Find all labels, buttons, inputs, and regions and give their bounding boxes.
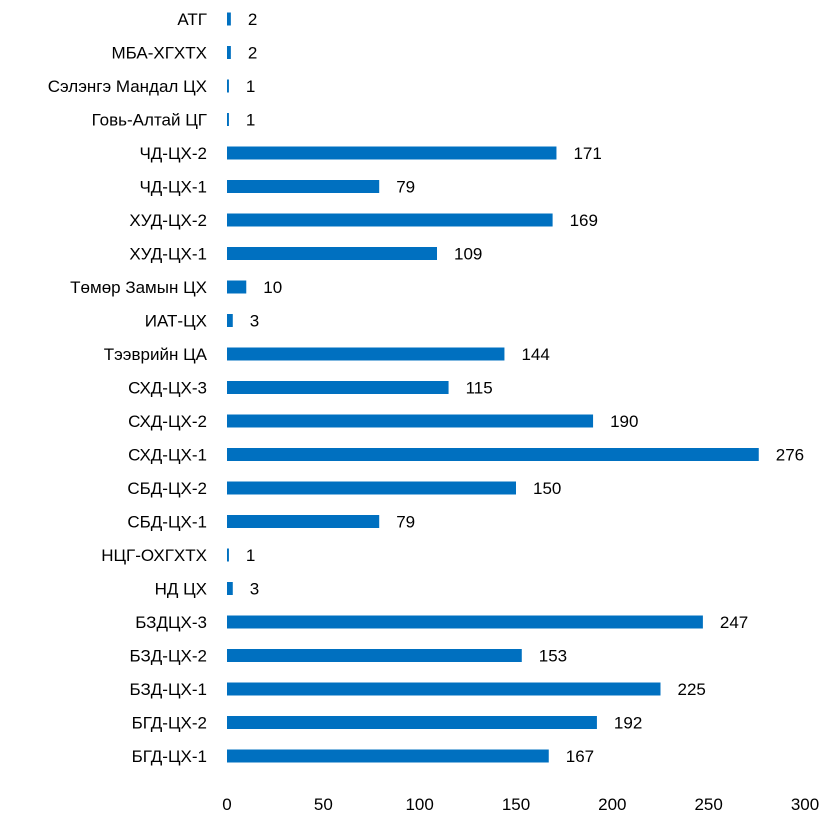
bar-схд-цх-3	[227, 381, 449, 394]
category-label: ХУД-ЦХ-2	[129, 211, 207, 230]
category-label: СХД-ЦХ-3	[128, 379, 207, 398]
bar-тээврийн-ца	[227, 347, 505, 361]
bar-сбд-цх-2	[227, 481, 516, 495]
category-label: СХД-ЦХ-1	[128, 446, 207, 465]
x-tick-label: 300	[791, 795, 819, 813]
bar-сбд-цх-1	[227, 515, 380, 528]
bar-бгд-цх-1	[227, 749, 549, 763]
bars-group	[227, 12, 759, 763]
value-label: 109	[454, 245, 482, 264]
value-label: 247	[720, 613, 748, 632]
value-label: 2	[248, 44, 257, 63]
bar-бгд-цх-2	[227, 716, 597, 729]
value-label: 1	[246, 77, 255, 96]
category-label: ЧД-ЦХ-2	[139, 144, 207, 163]
bar-бздцх-3	[227, 615, 703, 629]
bar-сэлэнгэ-мандал-цх	[227, 79, 229, 93]
bar-худ-цх-1	[227, 247, 438, 260]
x-tick-label: 0	[222, 795, 231, 813]
value-label: 10	[263, 278, 282, 297]
value-label: 79	[396, 513, 415, 532]
bar-чд-цх-2	[227, 146, 557, 160]
value-label: 192	[614, 714, 642, 733]
category-label: СХД-ЦХ-2	[128, 412, 207, 431]
bar-бзд-цх-1	[227, 682, 661, 696]
value-label: 276	[776, 446, 804, 465]
category-label: БЗД-ЦХ-1	[130, 680, 207, 699]
bar-мба-хгхтх	[227, 46, 231, 59]
value-label: 150	[533, 479, 561, 498]
category-label: БЗД-ЦХ-2	[130, 647, 207, 666]
value-label: 1	[246, 111, 255, 130]
x-tick-label: 250	[694, 795, 722, 813]
category-label: БЗДЦХ-3	[135, 613, 207, 632]
bar-чд-цх-1	[227, 180, 380, 193]
value-label: 1	[246, 546, 255, 565]
value-label: 115	[466, 379, 493, 398]
value-label: 167	[566, 747, 594, 766]
x-tick-label: 50	[314, 795, 333, 813]
category-label: БГД-ЦХ-2	[132, 714, 207, 733]
bar-схд-цх-2	[227, 414, 594, 428]
bar-атг	[227, 12, 231, 26]
category-label: НЦГ-ОХГХТХ	[101, 546, 207, 565]
value-labels: 2211171791691091031441151902761507913247…	[246, 10, 804, 766]
value-label: 144	[521, 345, 549, 364]
category-label: НД ЦХ	[155, 580, 207, 599]
category-label: Говь-Алтай ЦГ	[92, 111, 207, 130]
bar-схд-цх-1	[227, 448, 759, 461]
category-label: СБД-ЦХ-1	[127, 513, 207, 532]
bar-нцг-охгхтх	[227, 548, 229, 562]
category-label: ИАТ-ЦХ	[145, 312, 207, 331]
category-label: Төмөр Замын ЦХ	[70, 278, 207, 297]
value-label: 171	[573, 144, 601, 163]
x-tick-label: 100	[405, 795, 433, 813]
bar-төмөр-замын-цх	[227, 280, 247, 294]
value-label: 79	[396, 178, 415, 197]
value-label: 169	[570, 211, 598, 230]
category-labels: АТГ МБА-ХГХТХ Сэлэнгэ Мандал ЦХ Говь-Алтай …	[48, 10, 208, 766]
category-label: АТГ	[177, 10, 207, 29]
value-label: 225	[678, 680, 706, 699]
value-label: 190	[610, 412, 638, 431]
value-label: 3	[250, 312, 259, 331]
category-label: Сэлэнгэ Мандал ЦХ	[48, 77, 207, 96]
bar-говь-алтай-цг	[227, 113, 229, 126]
x-tick-label: 150	[502, 795, 530, 813]
bar-худ-цх-2	[227, 213, 553, 227]
category-label: МБА-ХГХТХ	[111, 44, 207, 63]
category-label: СБД-ЦХ-2	[127, 479, 207, 498]
bar-иат-цх	[227, 314, 233, 327]
value-label: 2	[248, 10, 257, 29]
bar-бзд-цх-2	[227, 649, 522, 662]
x-tick-label: 200	[598, 795, 626, 813]
value-label: 3	[250, 580, 259, 599]
category-label: ХУД-ЦХ-1	[129, 245, 207, 264]
x-axis-tick-labels: 0 50 100 150 200 250 300	[222, 795, 819, 813]
category-label: БГД-ЦХ-1	[132, 747, 207, 766]
value-label: 153	[539, 647, 567, 666]
bar-нд-цх	[227, 582, 233, 595]
category-label: Тээврийн ЦА	[104, 345, 208, 364]
category-label: ЧД-ЦХ-1	[139, 178, 207, 197]
